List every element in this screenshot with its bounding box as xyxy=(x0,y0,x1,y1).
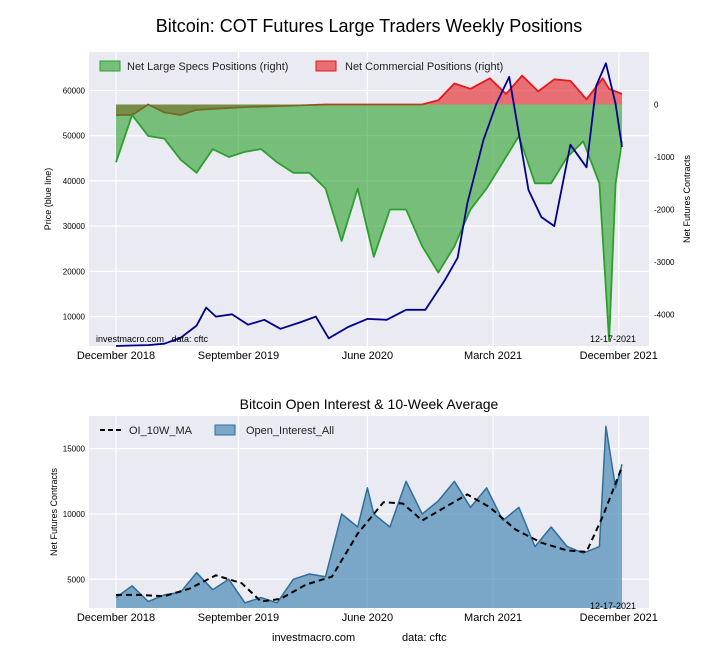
x-tick-label: March 2021 xyxy=(464,612,522,624)
x-tick-label: June 2020 xyxy=(342,350,393,362)
open-interest-chart: Bitcoin Open Interest & 10-Week Average … xyxy=(49,396,658,624)
x-tick-label: December 2021 xyxy=(580,612,658,624)
x-tick-label: December 2018 xyxy=(77,612,155,624)
legend-label-oi: Open_Interest_All xyxy=(246,425,334,437)
x-tick-label: June 2020 xyxy=(342,612,393,624)
series-line-oi-10w-ma xyxy=(116,466,623,603)
y-left-tick-label: 50000 xyxy=(63,132,86,141)
y-right-tick-label: -1000 xyxy=(654,153,675,162)
y-right-tick-label: -2000 xyxy=(654,206,675,215)
cot-positions-chart: December 2018 September 2019 June 2020 Marc… xyxy=(43,52,692,362)
y-left-tick-label: 10000 xyxy=(63,313,86,322)
bottom-chart-title: Bitcoin Open Interest & 10-Week Average xyxy=(240,396,499,412)
bottom-legend: OI_10W_MA Open_Interest_All xyxy=(100,424,334,437)
top-y-left-label: Price (blue line) xyxy=(43,168,53,231)
legend-label-specs: Net Large Specs Positions (right) xyxy=(127,61,288,73)
bottom-date-label: 12-17-2021 xyxy=(590,601,636,611)
bottom-y-label: Net Futures Contracts xyxy=(49,467,59,556)
y-left-tick-label: 5000 xyxy=(67,575,85,584)
footer-source: data: cftc xyxy=(402,632,447,644)
series-line-price xyxy=(115,62,623,347)
figure-title: Bitcoin: COT Futures Large Traders Weekl… xyxy=(156,16,583,36)
y-left-tick-label: 10000 xyxy=(63,510,86,519)
x-tick-label: December 2018 xyxy=(77,350,155,362)
legend-swatch-specs xyxy=(99,60,121,72)
x-tick-label: December 2021 xyxy=(580,350,658,362)
top-legend: Net Large Specs Positions (right) Net Co… xyxy=(99,60,503,73)
top-watermark: investmacro.com data: cftc xyxy=(96,334,209,344)
legend-label-ma: OI_10W_MA xyxy=(129,425,193,437)
x-tick-label: September 2019 xyxy=(198,612,279,624)
top-y-right-label: Net Futures Contracts xyxy=(682,154,692,243)
y-left-tick-label: 20000 xyxy=(63,267,86,276)
y-right-tick-label: -4000 xyxy=(654,311,675,320)
legend-label-commercial: Net Commercial Positions (right) xyxy=(345,61,503,73)
y-right-tick-label: 0 xyxy=(654,101,659,110)
x-tick-label: September 2019 xyxy=(198,350,279,362)
y-right-tick-label: -3000 xyxy=(654,258,675,267)
y-left-tick-label: 60000 xyxy=(63,86,86,95)
y-left-tick-label: 40000 xyxy=(63,177,86,186)
series-area-open-interest-all xyxy=(116,426,622,608)
footer-site: investmacro.com xyxy=(272,632,355,644)
series-line-net-large-specs-positions-right xyxy=(115,114,623,342)
series-line-open-interest-all xyxy=(115,425,623,604)
top-date-label: 12-17-2021 xyxy=(590,334,636,344)
legend-swatch-oi xyxy=(214,424,236,436)
y-left-tick-label: 15000 xyxy=(63,445,86,454)
series-area-net-large-specs-positions-right xyxy=(116,104,622,341)
y-left-tick-label: 30000 xyxy=(63,222,86,231)
x-tick-label: March 2021 xyxy=(464,350,522,362)
legend-swatch-commercial xyxy=(315,60,337,72)
